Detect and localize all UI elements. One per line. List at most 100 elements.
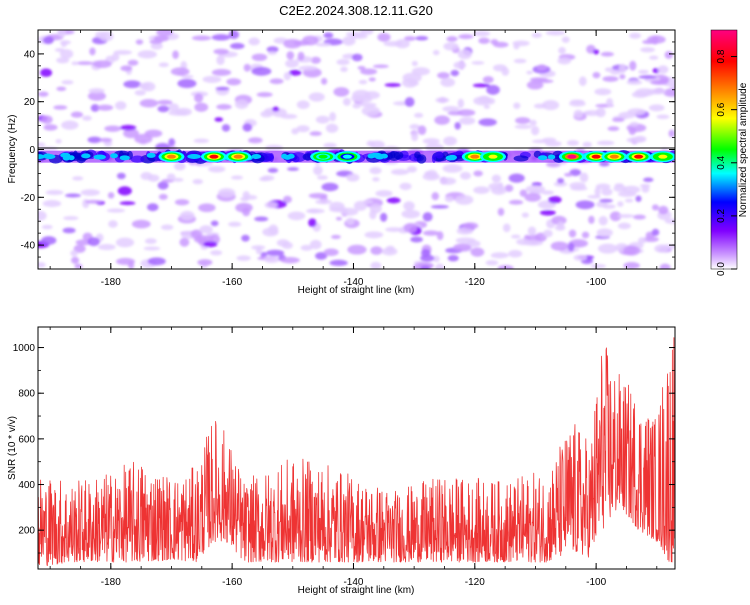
band-hotspot bbox=[591, 154, 601, 159]
noise-blob bbox=[521, 212, 529, 218]
spectrogram-band bbox=[38, 149, 675, 165]
noise-blob bbox=[514, 124, 533, 129]
noise-blob bbox=[71, 61, 79, 66]
noise-blob bbox=[542, 229, 553, 238]
noise-blob bbox=[181, 74, 194, 79]
noise-blob bbox=[490, 252, 509, 259]
x-tick-label: -140 bbox=[343, 277, 363, 288]
noise-blob bbox=[638, 69, 649, 75]
noise-blob bbox=[627, 108, 646, 116]
noise-blob bbox=[360, 102, 377, 107]
noise-blob bbox=[211, 34, 231, 41]
noise-blob bbox=[375, 190, 393, 197]
noise-blob bbox=[353, 200, 368, 211]
noise-blob bbox=[599, 198, 613, 203]
noise-blob bbox=[283, 71, 292, 81]
noise-blob bbox=[482, 76, 494, 84]
noise-blob bbox=[478, 95, 491, 103]
noise-blob bbox=[369, 203, 382, 214]
band-hotspot bbox=[609, 154, 619, 159]
spectrogram-x-axis: -180 -160 -140 -120 -100 bbox=[49, 30, 658, 288]
noise-blob bbox=[443, 136, 458, 146]
band-hotspot bbox=[209, 154, 219, 159]
noise-blob bbox=[221, 124, 231, 132]
noise-blob bbox=[315, 42, 331, 47]
noise-blob bbox=[597, 243, 618, 254]
noise-blob bbox=[119, 201, 136, 206]
colorbar-tick-label: 0.4 bbox=[716, 155, 727, 169]
noise-blob bbox=[157, 181, 169, 190]
noise-blob bbox=[457, 98, 465, 109]
band-segment bbox=[387, 151, 401, 161]
noise-blob bbox=[582, 141, 592, 148]
noise-blob bbox=[513, 58, 527, 64]
noise-blob bbox=[641, 185, 650, 193]
noise-blob bbox=[417, 125, 427, 135]
colorbar-label: Normalized spectral amplitude bbox=[738, 82, 749, 217]
noise-blob bbox=[106, 208, 126, 213]
band-segment bbox=[416, 154, 427, 164]
noise-blob bbox=[638, 237, 647, 244]
noise-blob bbox=[619, 74, 626, 80]
noise-blob bbox=[157, 105, 170, 113]
noise-blob bbox=[651, 228, 660, 236]
noise-blob bbox=[267, 51, 277, 55]
y-tick-label: 20 bbox=[24, 97, 36, 108]
noise-blob bbox=[617, 214, 635, 218]
noise-blob bbox=[87, 237, 100, 247]
noise-blob bbox=[168, 138, 176, 147]
spectrogram-y-axis: -40 -20 0 20 40 bbox=[21, 29, 675, 270]
noise-blob bbox=[504, 184, 514, 192]
noise-blob bbox=[381, 247, 398, 256]
y-tick-label: 400 bbox=[18, 480, 35, 491]
noise-blob bbox=[56, 57, 70, 64]
noise-blob bbox=[117, 186, 132, 196]
noise-blob bbox=[286, 51, 295, 60]
noise-blob bbox=[131, 219, 151, 229]
noise-blob bbox=[263, 255, 280, 264]
noise-blob bbox=[587, 194, 601, 199]
noise-blob bbox=[437, 72, 450, 79]
noise-blob bbox=[403, 222, 418, 233]
noise-blob bbox=[309, 239, 322, 250]
noise-blob bbox=[87, 136, 102, 144]
noise-blob bbox=[74, 263, 83, 269]
noise-blob bbox=[447, 254, 459, 262]
noise-blob bbox=[612, 117, 625, 122]
noise-blob bbox=[456, 227, 474, 235]
noise-blob bbox=[210, 220, 219, 227]
noise-blob bbox=[202, 75, 222, 83]
noise-blob bbox=[600, 51, 614, 57]
noise-blob bbox=[352, 89, 371, 100]
band-hotspot bbox=[233, 154, 243, 159]
noise-blob bbox=[569, 100, 586, 107]
snr-frame bbox=[37, 326, 676, 570]
noise-blob bbox=[596, 140, 615, 146]
noise-blob bbox=[320, 77, 328, 85]
noise-blob bbox=[211, 68, 232, 76]
noise-blob bbox=[153, 35, 170, 42]
x-tick-label: -160 bbox=[222, 277, 242, 288]
noise-blob bbox=[531, 125, 540, 136]
noise-blob bbox=[458, 34, 474, 40]
noise-blob bbox=[414, 112, 424, 118]
x-tick-label: -100 bbox=[586, 577, 606, 588]
noise-blob bbox=[352, 103, 361, 109]
noise-blob bbox=[347, 244, 367, 255]
noise-blob bbox=[404, 97, 415, 107]
noise-blob bbox=[598, 216, 608, 226]
noise-blob bbox=[629, 32, 642, 39]
noise-blob bbox=[329, 111, 337, 122]
noise-blob bbox=[139, 99, 159, 108]
noise-blob bbox=[57, 30, 67, 38]
noise-blob bbox=[380, 212, 388, 222]
noise-blob bbox=[624, 198, 634, 203]
noise-blob bbox=[345, 31, 366, 37]
band-segment bbox=[81, 153, 91, 159]
noise-blob bbox=[45, 189, 64, 196]
noise-blob bbox=[411, 131, 419, 142]
noise-blob bbox=[97, 244, 116, 251]
noise-blob bbox=[622, 185, 641, 194]
noise-blob bbox=[61, 80, 74, 85]
noise-blob bbox=[261, 175, 275, 181]
